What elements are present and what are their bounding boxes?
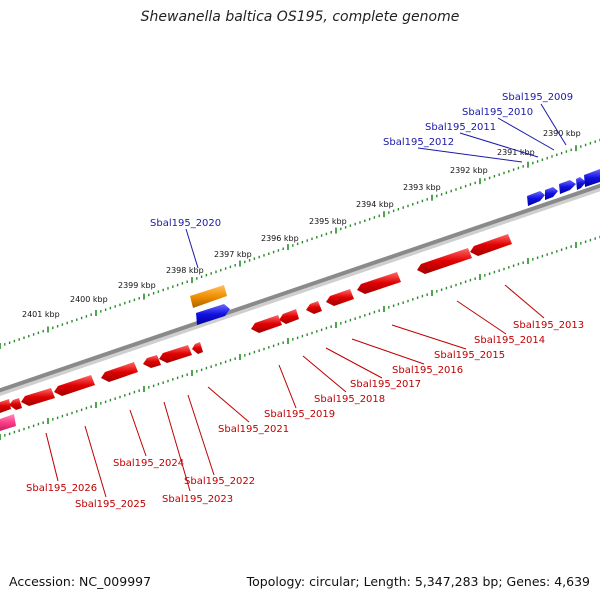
ruler-label-2398: 2398 kbp — [166, 266, 204, 275]
gene-label-sbal195-2022[interactable]: Sbal195_2022 — [184, 476, 255, 487]
gene-sbal195-2010-feature — [559, 180, 576, 194]
gene-sbal195-2020-feature — [196, 304, 230, 325]
gene-label-sbal195-2019[interactable]: Sbal195_2019 — [264, 409, 335, 420]
reverse-genes — [0, 234, 512, 431]
accession-text: Accession: NC_009997 — [9, 574, 152, 589]
ruler-label-2396: 2396 kbp — [261, 234, 299, 243]
forward-label-leaders — [185, 103, 567, 269]
gene-sbal195-2021-feature — [192, 342, 203, 354]
gene-sbal195-2015-feature — [357, 272, 401, 294]
gene-red-partial-a-feature — [9, 398, 22, 410]
genome-summary-text: Topology: circular; Length: 5,347,283 bp… — [246, 574, 590, 589]
gene-label-sbal195-2013[interactable]: Sbal195_2013 — [513, 320, 584, 331]
gene-sbal195-2023-feature — [143, 355, 161, 368]
gene-sbal195-2026-feature — [21, 388, 55, 406]
gene-label-sbal195-2017[interactable]: Sbal195_2017 — [350, 379, 421, 390]
gene-red-partial-b-feature — [0, 399, 11, 413]
gene-label-sbal195-2011[interactable]: Sbal195_2011 — [425, 122, 496, 133]
reverse-label-leaders — [45, 284, 545, 498]
gene-sbal195-2011-feature — [545, 187, 558, 200]
ruler-label-2395: 2395 kbp — [309, 217, 347, 226]
gene-label-sbal195-2016[interactable]: Sbal195_2016 — [392, 365, 463, 376]
ruler-label-2400: 2400 kbp — [70, 295, 108, 304]
gene-label-sbal195-2024[interactable]: Sbal195_2024 — [113, 458, 184, 469]
gene-sbal195-2022-feature — [159, 345, 192, 363]
ruler-label-2394: 2394 kbp — [356, 200, 394, 209]
gene-label-sbal195-2018[interactable]: Sbal195_2018 — [314, 394, 385, 405]
gene-sbal195-2009-feature — [576, 177, 586, 190]
gene-label-sbal195-2021[interactable]: Sbal195_2021 — [218, 424, 289, 435]
ruler-label-2391: 2391 kbp — [497, 148, 535, 157]
gene-blue-partial-feature — [584, 169, 600, 187]
gene-sbal195-2013-feature — [470, 234, 512, 256]
gene-label-sbal195-2026[interactable]: Sbal195_2026 — [26, 483, 97, 494]
gene-label-sbal195-2020[interactable]: Sbal195_2020 — [150, 218, 221, 229]
gene-orange-feature — [190, 285, 227, 308]
outer-tick-track — [0, 138, 600, 349]
gene-label-sbal195-2023[interactable]: Sbal195_2023 — [162, 494, 233, 505]
gene-sbal195-2017-feature — [306, 301, 322, 314]
gene-label-sbal195-2009[interactable]: Sbal195_2009 — [502, 92, 573, 103]
ruler-label-2399: 2399 kbp — [118, 281, 156, 290]
map-title: Shewanella baltica OS195, complete genom… — [140, 9, 460, 25]
ruler-label-2401: 2401 kbp — [22, 310, 60, 319]
gene-pink-partial-feature — [0, 414, 16, 431]
ruler-label-2392: 2392 kbp — [450, 166, 488, 175]
gene-sbal195-2014-feature — [417, 248, 472, 274]
forward-genes — [190, 169, 600, 325]
inner-tick-track — [0, 235, 600, 440]
ruler-label-2397: 2397 kbp — [214, 250, 252, 259]
backbone — [0, 183, 600, 393]
ruler-label-2390: 2390 kbp — [543, 129, 581, 138]
ruler-label-2393: 2393 kbp — [403, 183, 441, 192]
gene-label-sbal195-2025[interactable]: Sbal195_2025 — [75, 499, 146, 510]
gene-sbal195-2012-feature — [527, 191, 545, 206]
gene-sbal195-2016-feature — [326, 289, 354, 306]
gene-sbal195-2024-feature — [101, 362, 138, 382]
gene-sbal195-2018-feature — [279, 309, 299, 324]
gene-label-sbal195-2012[interactable]: Sbal195_2012 — [383, 137, 454, 148]
gene-label-sbal195-2010[interactable]: Sbal195_2010 — [462, 107, 533, 118]
gene-label-sbal195-2014[interactable]: Sbal195_2014 — [474, 335, 545, 346]
gene-sbal195-2025-feature — [54, 375, 95, 396]
gene-sbal195-2019-feature — [251, 315, 282, 333]
gene-label-sbal195-2015[interactable]: Sbal195_2015 — [434, 350, 505, 361]
